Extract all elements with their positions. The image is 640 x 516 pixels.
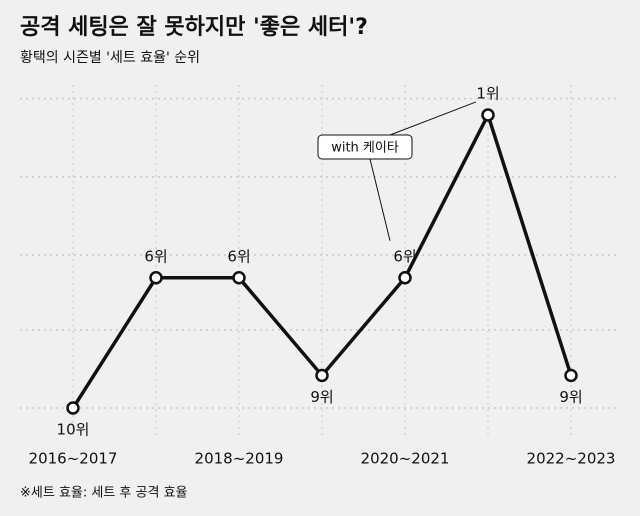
marker xyxy=(564,368,578,383)
marker xyxy=(149,271,163,285)
chart-title: 공격 세팅은 잘 못하지만 '좋은 세터'? xyxy=(20,15,368,40)
x-tick-label: 2022~2023 xyxy=(527,450,616,468)
chart-subtitle: 황택의 시즌별 '세트 효율' 순위 xyxy=(20,50,200,66)
marker xyxy=(481,108,495,122)
data-label: 6위 xyxy=(227,247,250,265)
footnote: ※세트 효율: 세트 후 공격 효율 xyxy=(20,486,188,501)
marker xyxy=(315,368,329,383)
annotation-box xyxy=(317,134,413,160)
annotation-line xyxy=(369,158,391,241)
data-label: 6위 xyxy=(144,247,167,265)
marker xyxy=(398,271,412,285)
data-label: 10위 xyxy=(57,421,90,439)
data-label: 9위 xyxy=(310,388,333,406)
data-label: 6위 xyxy=(393,247,416,265)
annotation: with 케이타 xyxy=(331,141,399,156)
data-label: 9위 xyxy=(559,388,582,406)
x-tick-label: 2018~2019 xyxy=(195,450,284,468)
marker xyxy=(66,401,80,415)
marker xyxy=(232,271,246,285)
x-tick-label: 2020~2021 xyxy=(361,450,450,468)
annotation-line xyxy=(389,101,477,136)
x-tick-label: 2016~2017 xyxy=(29,450,118,468)
data-label: 1위 xyxy=(476,84,499,102)
